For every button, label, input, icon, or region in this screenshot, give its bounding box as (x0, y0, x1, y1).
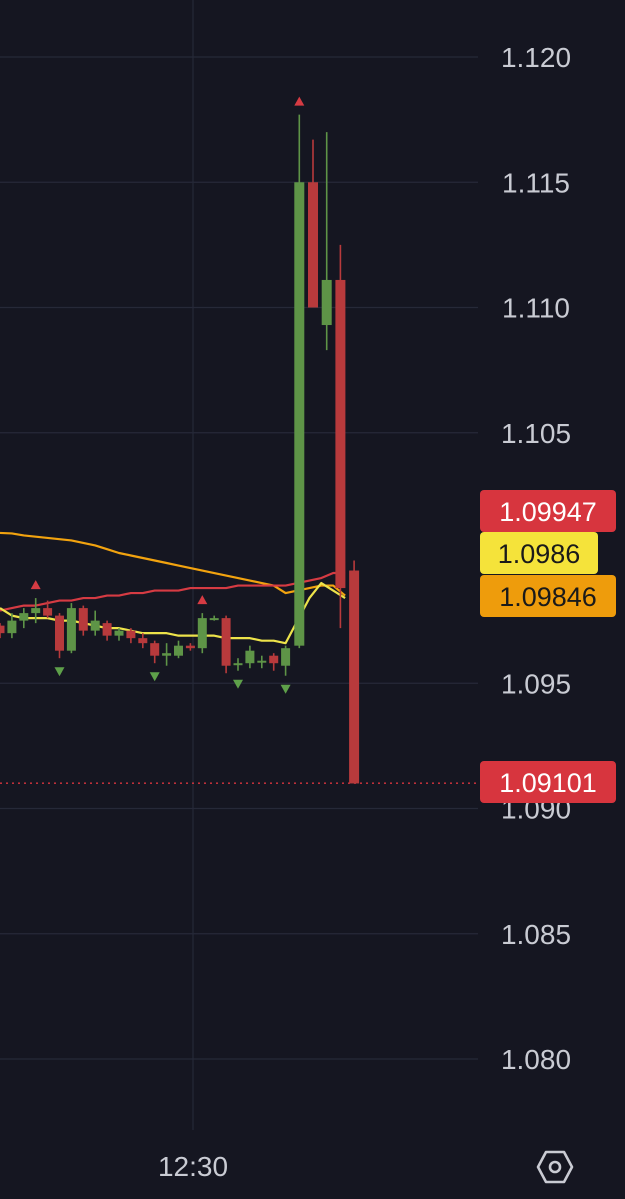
candle-body (245, 650, 255, 664)
candle-body (78, 608, 88, 631)
candle-body (185, 645, 195, 649)
y-tick-label: 1.080 (501, 1044, 571, 1075)
candle-body (335, 279, 346, 589)
candle-body (126, 630, 136, 639)
price-tag-background (480, 761, 616, 803)
candle-body (0, 625, 5, 634)
candle-body (349, 570, 360, 784)
candle-body (7, 620, 17, 634)
candle-body (66, 608, 76, 651)
x-tick-label: 12:30 (158, 1151, 228, 1182)
price-tag-background (480, 575, 616, 617)
candle-body (281, 648, 291, 666)
price-tag: 1.0986 (480, 532, 598, 574)
candle-body (102, 623, 112, 636)
y-tick-label: 1.115 (502, 167, 570, 198)
price-tag-background (480, 532, 598, 574)
y-tick-label: 1.120 (501, 42, 571, 73)
candle-body (138, 638, 148, 644)
candle-body (294, 182, 305, 646)
candle-body (197, 618, 207, 649)
signal-up-marker (294, 96, 305, 106)
candle-body (269, 655, 279, 664)
candle-body (233, 663, 243, 666)
candle-body (43, 608, 53, 616)
price-tag-label: 1.0986 (498, 539, 581, 569)
y-tick-label: 1.085 (501, 919, 571, 950)
price-tag-background (480, 490, 616, 532)
price-tag-label: 1.09101 (499, 768, 597, 798)
candle-body (90, 620, 100, 631)
signal-down-marker (233, 679, 243, 689)
signal-up-marker (30, 580, 41, 590)
candle-body (174, 645, 183, 656)
price-tag: 1.09101 (480, 761, 616, 803)
candle-body (257, 660, 267, 663)
signal-down-marker (149, 672, 160, 682)
candle-body (162, 653, 172, 656)
y-tick-label: 1.095 (501, 668, 571, 699)
settings-button[interactable] (534, 1146, 576, 1188)
candle-body (321, 279, 332, 326)
y-tick-label: 1.105 (501, 418, 571, 449)
candle-body (19, 613, 29, 621)
y-tick-label: 1.110 (502, 293, 570, 324)
moving-average-line (0, 531, 346, 597)
signal-up-marker (197, 595, 208, 605)
candle-body (209, 618, 219, 621)
signal-down-marker (280, 684, 291, 694)
moving-average-line (0, 571, 346, 612)
candle-body (221, 618, 231, 666)
candle-body (150, 643, 160, 656)
price-tag-label: 1.09947 (499, 497, 597, 527)
price-tag: 1.09846 (480, 575, 616, 617)
candle-body (55, 615, 64, 651)
candle-body (114, 630, 124, 636)
signal-down-marker (54, 667, 65, 677)
price-tag-label: 1.09846 (499, 582, 597, 612)
candle-body (31, 608, 41, 614)
price-tag: 1.09947 (480, 490, 616, 532)
settings-hexagon-icon (536, 1150, 574, 1184)
candle-body (308, 182, 318, 308)
